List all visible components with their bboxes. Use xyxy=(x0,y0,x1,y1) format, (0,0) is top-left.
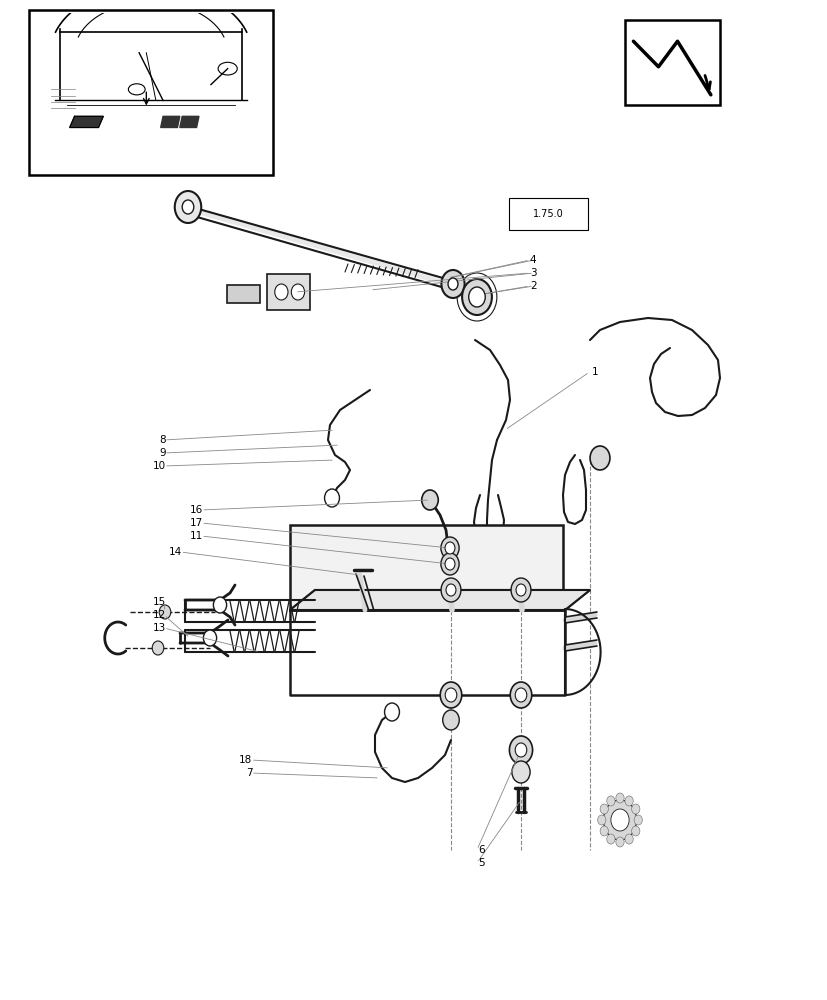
Circle shape xyxy=(468,287,485,307)
Text: 1: 1 xyxy=(591,367,598,377)
Circle shape xyxy=(631,804,639,814)
Bar xyxy=(289,525,562,610)
Circle shape xyxy=(509,682,531,708)
Polygon shape xyxy=(160,116,179,127)
Circle shape xyxy=(174,191,201,223)
Circle shape xyxy=(600,826,608,836)
Circle shape xyxy=(384,703,399,721)
Circle shape xyxy=(461,279,491,315)
Bar xyxy=(624,20,719,105)
Circle shape xyxy=(275,284,288,300)
Polygon shape xyxy=(289,590,590,610)
Circle shape xyxy=(606,796,614,806)
Circle shape xyxy=(615,837,624,847)
Circle shape xyxy=(159,605,170,619)
Circle shape xyxy=(509,736,532,764)
Circle shape xyxy=(615,793,624,803)
Circle shape xyxy=(291,284,304,300)
Circle shape xyxy=(152,641,164,655)
Text: 1.75.0: 1.75.0 xyxy=(533,209,563,219)
Circle shape xyxy=(603,800,636,840)
Circle shape xyxy=(606,834,614,844)
Text: 5: 5 xyxy=(478,858,485,868)
Polygon shape xyxy=(69,116,103,127)
Bar xyxy=(509,198,587,230)
Circle shape xyxy=(447,278,457,290)
Text: 16: 16 xyxy=(189,505,203,515)
Circle shape xyxy=(203,630,217,646)
Text: 12: 12 xyxy=(152,610,165,620)
Circle shape xyxy=(515,584,525,596)
Text: 2: 2 xyxy=(529,281,536,291)
Circle shape xyxy=(510,578,530,602)
Circle shape xyxy=(444,558,454,570)
Circle shape xyxy=(514,688,526,702)
Text: 14: 14 xyxy=(169,547,182,557)
Circle shape xyxy=(445,688,457,702)
Text: 3: 3 xyxy=(529,268,536,278)
Text: 13: 13 xyxy=(152,623,165,633)
Circle shape xyxy=(600,804,608,814)
Text: 4: 4 xyxy=(529,255,536,265)
Text: 10: 10 xyxy=(152,461,165,471)
Text: 18: 18 xyxy=(239,755,252,765)
Circle shape xyxy=(444,542,454,554)
Text: 7: 7 xyxy=(246,768,252,778)
Circle shape xyxy=(514,743,526,757)
Circle shape xyxy=(182,200,194,214)
Circle shape xyxy=(128,84,145,95)
Circle shape xyxy=(610,809,629,831)
Circle shape xyxy=(440,682,461,708)
Circle shape xyxy=(421,490,437,510)
Circle shape xyxy=(624,796,633,806)
Circle shape xyxy=(442,710,459,730)
Text: 17: 17 xyxy=(189,518,203,528)
Circle shape xyxy=(324,489,339,507)
Circle shape xyxy=(440,553,458,575)
Bar xyxy=(227,285,260,303)
Polygon shape xyxy=(179,116,198,127)
Circle shape xyxy=(511,761,529,783)
Circle shape xyxy=(440,537,458,559)
Circle shape xyxy=(213,597,227,613)
Circle shape xyxy=(590,446,609,470)
Text: 8: 8 xyxy=(159,435,165,445)
Text: 15: 15 xyxy=(152,597,165,607)
Text: 11: 11 xyxy=(189,531,203,541)
Circle shape xyxy=(218,62,237,75)
Bar xyxy=(29,10,273,175)
Circle shape xyxy=(597,815,605,825)
Text: 9: 9 xyxy=(159,448,165,458)
Circle shape xyxy=(631,826,639,836)
Circle shape xyxy=(633,815,642,825)
Circle shape xyxy=(446,584,456,596)
Circle shape xyxy=(624,834,633,844)
Circle shape xyxy=(441,578,461,602)
Text: 6: 6 xyxy=(478,845,485,855)
Bar xyxy=(267,274,310,310)
Circle shape xyxy=(441,270,464,298)
